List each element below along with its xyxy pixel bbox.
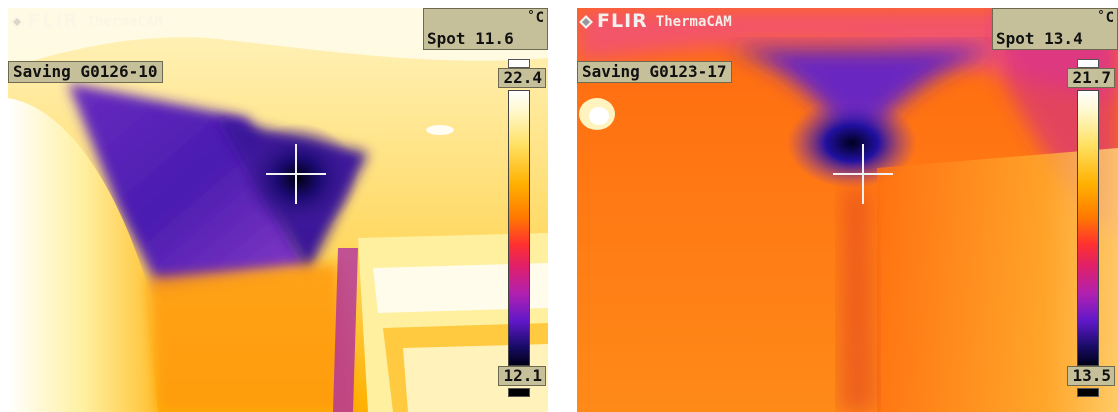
- scale-max-label: 22.4: [498, 68, 546, 88]
- saving-status: Saving G0126-10: [8, 61, 163, 83]
- product-name: ThermaCAM: [86, 13, 163, 30]
- temperature-unit: C: [1097, 10, 1114, 26]
- flir-logo-icon: [10, 14, 24, 29]
- spot-temperature: Spot 11.6: [427, 29, 514, 48]
- flir-logo: FLIR ThermaCAM: [10, 12, 163, 31]
- flir-logo-icon: [579, 14, 593, 29]
- flir-logo: FLIR ThermaCAM: [579, 12, 732, 31]
- product-name: ThermaCAM: [655, 13, 732, 30]
- spot-crosshair-icon: [833, 144, 893, 204]
- spot-crosshair-icon: [266, 144, 326, 204]
- spot-readout: C Spot 11.6: [423, 8, 548, 50]
- temperature-unit: C: [527, 10, 544, 26]
- brand-name: FLIR: [28, 10, 79, 32]
- temperature-scale-bar: [508, 90, 530, 366]
- brand-name: FLIR: [597, 10, 648, 32]
- thermal-scene-left: [8, 8, 548, 412]
- scale-cap-top: [1077, 59, 1099, 68]
- scale-max-label: 21.7: [1067, 68, 1115, 88]
- spot-readout: C Spot 13.4: [992, 8, 1118, 50]
- thermal-image-left: FLIR ThermaCAM C Spot 11.6 Saving G0126-…: [8, 8, 548, 412]
- scale-min-label: 12.1: [498, 366, 546, 386]
- thermal-image-right: FLIR ThermaCAM C Spot 13.4 Saving G0123-…: [577, 8, 1118, 412]
- spot-temperature: Spot 13.4: [996, 29, 1083, 48]
- saving-status: Saving G0123-17: [577, 61, 732, 83]
- scale-min-label: 13.5: [1067, 366, 1115, 386]
- scale-cap-bottom: [508, 388, 530, 397]
- temperature-scale-bar: [1077, 90, 1099, 366]
- scale-cap-bottom: [1077, 388, 1099, 397]
- scale-cap-top: [508, 59, 530, 68]
